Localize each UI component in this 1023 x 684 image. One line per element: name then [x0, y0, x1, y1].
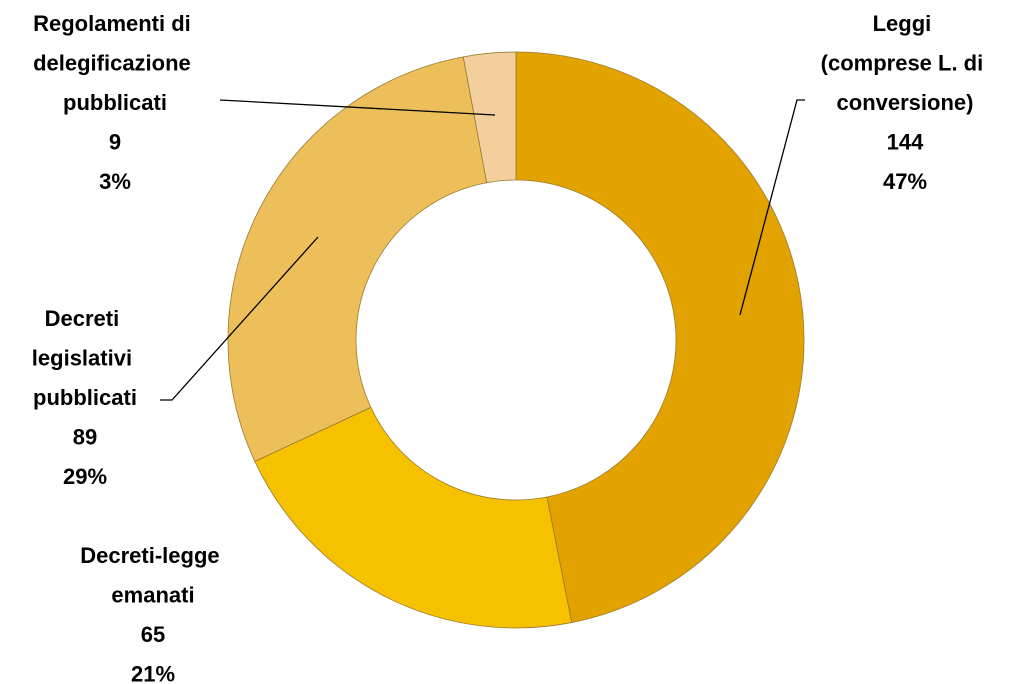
donut-slice	[462, 51, 517, 184]
leader-line	[739, 99, 805, 316]
data-label-percent: 47%	[883, 169, 927, 194]
leader-line	[219, 99, 496, 116]
data-label-percent: 3%	[99, 169, 131, 194]
donut-slice	[254, 406, 573, 629]
data-label-value: 89	[73, 424, 97, 449]
data-label-value: 144	[887, 129, 924, 154]
data-label-name: Decreti legislativi pubblicati	[32, 306, 138, 410]
data-label-name: Regolamenti di delegificazione pubblicat…	[33, 11, 197, 115]
data-label-value: 9	[109, 129, 121, 154]
donut-slice	[227, 56, 488, 462]
data-label-percent: 21%	[131, 661, 175, 684]
data-label-value: 65	[141, 622, 165, 647]
donut-slice	[515, 51, 805, 624]
donut	[227, 51, 805, 629]
data-label-percent: 29%	[63, 464, 107, 489]
leader-line	[160, 236, 319, 401]
data-label-name: Leggi (comprese L. di conversione)	[821, 11, 990, 115]
data-label-name: Decreti-legge emanati	[80, 543, 226, 608]
